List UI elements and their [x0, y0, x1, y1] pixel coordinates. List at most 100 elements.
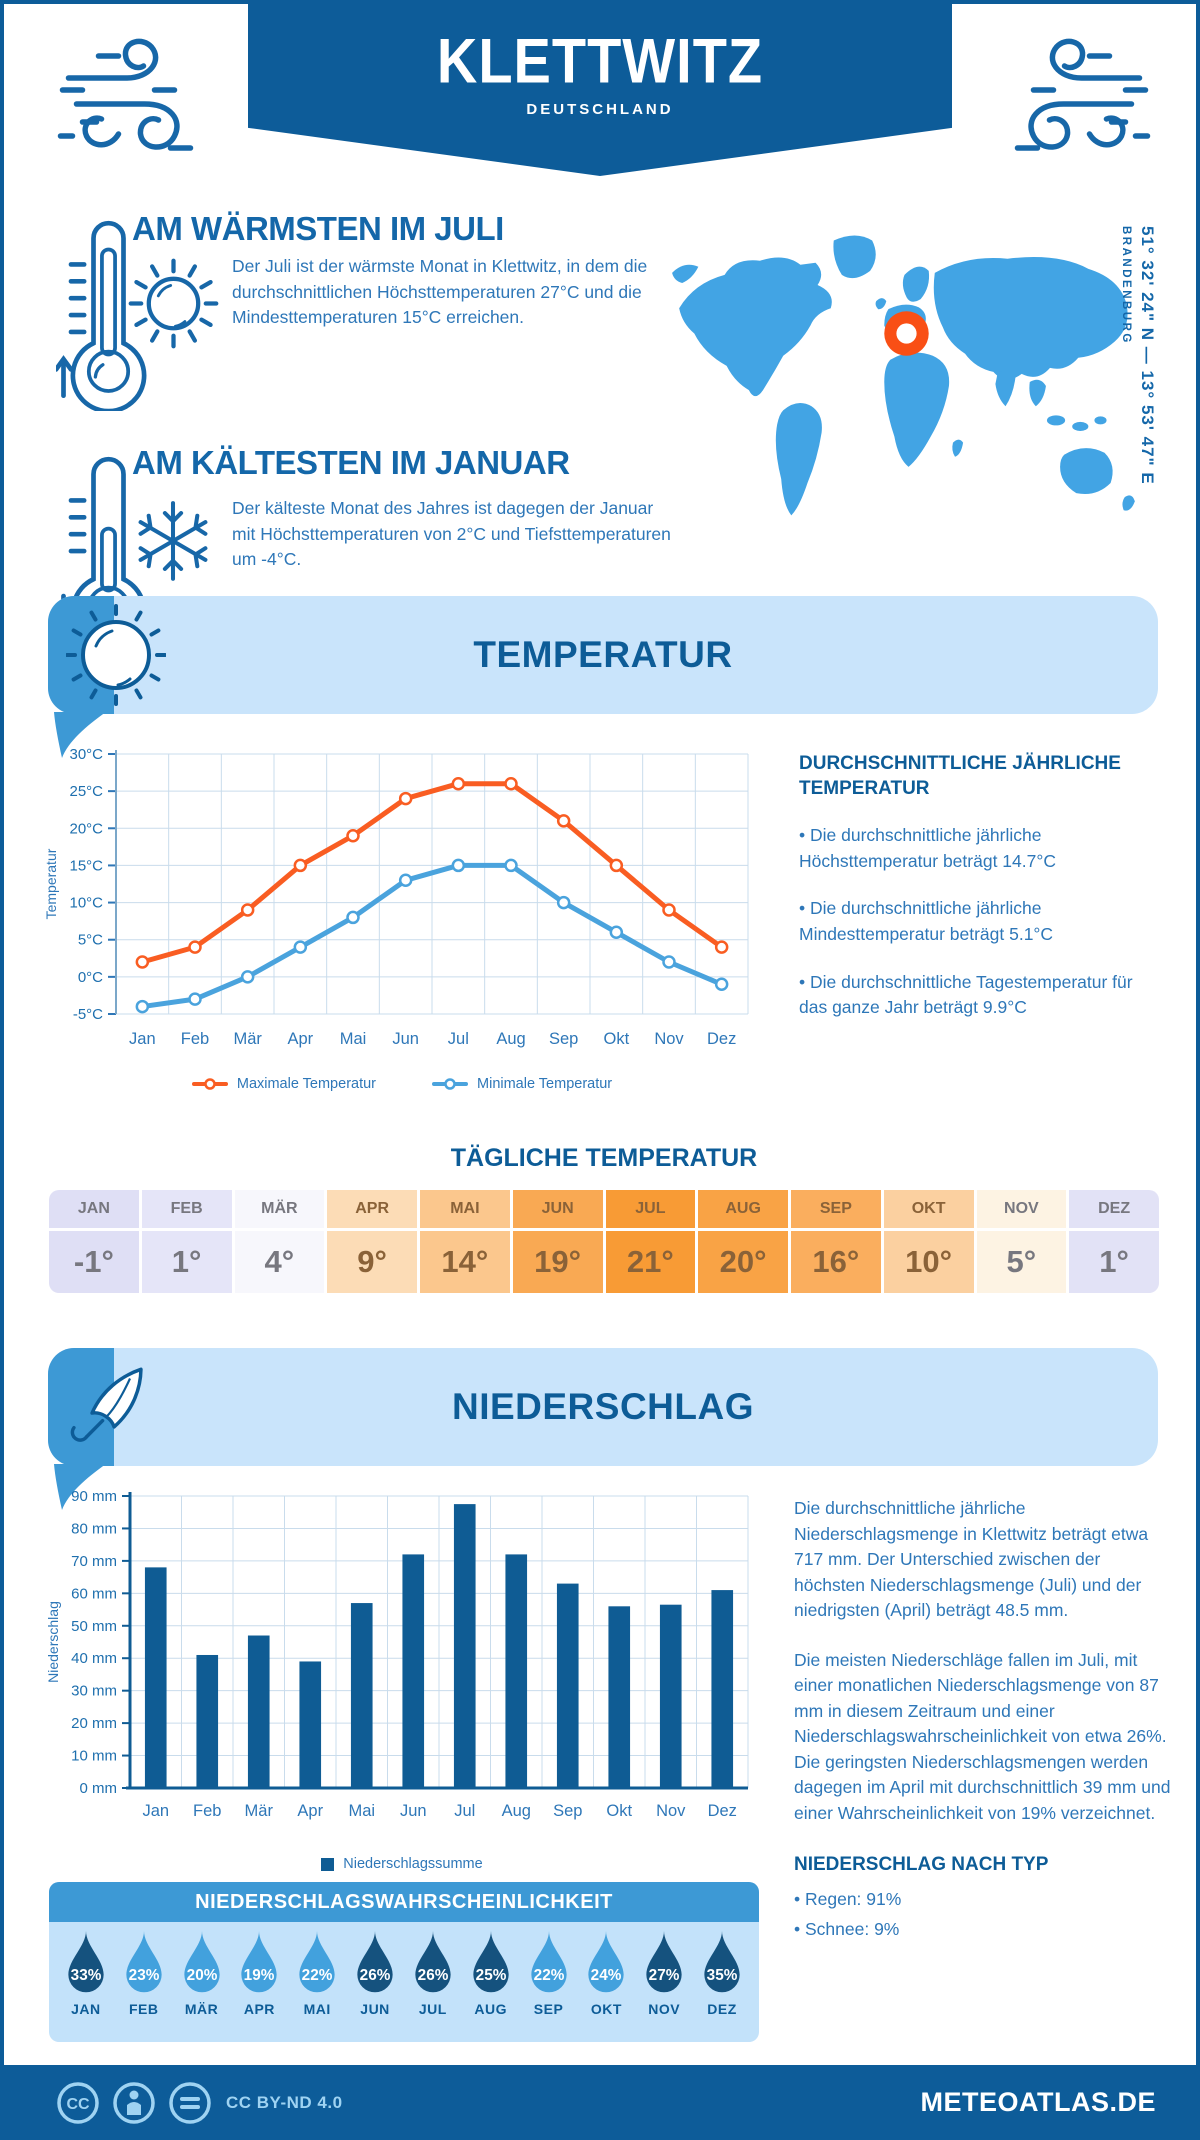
daily-value-cell: 1° [141, 1231, 232, 1293]
footer: CC CC BY-ND 4.0 METEOATLAS.DE [4, 2065, 1196, 2136]
probability-droplet: 22% MAI [289, 1928, 345, 2017]
svg-text:Mär: Mär [245, 1802, 274, 1820]
svg-text:Aug: Aug [502, 1802, 531, 1820]
cc-license-icons: CC [57, 2081, 211, 2124]
precipitation-banner: NIEDERSCHLAG [48, 1348, 1158, 1510]
legend-item: Minimale Temperatur [432, 1076, 612, 1092]
region-label: BRANDENBURG [1119, 226, 1132, 345]
annual-bullet: • Die durchschnittliche jährliche Mindes… [799, 898, 1054, 945]
precipitation-type-bullet: • Regen: 91% [794, 1889, 902, 1910]
daily-value-cell: 9° [327, 1231, 417, 1293]
daily-value-cell: 4° [234, 1231, 325, 1293]
temperature-line-chart: -5°C 0°C 5°C 10°C 15°C 20°C 25°C 30°C Jan Feb Mär A… [43, 746, 749, 1048]
cc-icon: CC [66, 2096, 90, 2113]
svg-text:23%: 23% [128, 1967, 159, 1984]
svg-text:Mai: Mai [340, 1030, 367, 1048]
daily-month-cell: NOV [976, 1190, 1067, 1228]
svg-text:Jun: Jun [392, 1030, 419, 1048]
license-label: CC BY-ND 4.0 [226, 2092, 343, 2112]
svg-text:24%: 24% [591, 1967, 622, 1984]
daily-value-cell: 5° [976, 1231, 1067, 1293]
svg-text:0°C: 0°C [78, 969, 103, 986]
sun-banner-icon [66, 604, 166, 706]
probability-droplet: 35% DEZ [694, 1928, 750, 2017]
daily-temperature-heading: TÄGLICHE TEMPERATUR [450, 1144, 758, 1172]
annual-bullet: • Die durchschnittliche Tagestemperatur … [799, 971, 1133, 1018]
precipitation-type-bullet: • Schnee: 9% [794, 1918, 900, 1939]
svg-text:Sep: Sep [549, 1030, 578, 1048]
daily-month-cell: MAI [420, 1190, 510, 1228]
svg-text:50 mm: 50 mm [71, 1618, 117, 1635]
page-subtitle: DEUTSCHLAND [526, 101, 674, 118]
probability-heading: NIEDERSCHLAGSWAHRSCHEINLICHKEIT [49, 1882, 759, 1922]
svg-text:33%: 33% [71, 1967, 102, 1984]
person-icon [127, 2090, 141, 2115]
svg-text:30°C: 30°C [69, 746, 103, 763]
snowflake-icon [128, 496, 218, 586]
droplet-month-label: MÄR [184, 2001, 219, 2017]
probability-droplet: 24% OKT [578, 1928, 634, 2017]
svg-text:Okt: Okt [603, 1030, 629, 1048]
temperature-banner-title: TEMPERATUR [473, 634, 733, 675]
svg-text:Jan: Jan [129, 1030, 156, 1048]
daily-value-cell: 16° [791, 1231, 881, 1293]
droplet-month-label: JUN [360, 2001, 390, 2017]
bar-chart-legend: Niederschlagssumme [42, 1856, 762, 1872]
temperature-banner: TEMPERATUR [48, 596, 1158, 758]
svg-text:25°C: 25°C [69, 783, 103, 800]
droplet-month-label: JAN [71, 2001, 101, 2017]
droplet-month-label: OKT [590, 2001, 622, 2017]
daily-value-cell: 1° [1069, 1231, 1159, 1293]
svg-text:40 mm: 40 mm [71, 1650, 117, 1667]
coordinates-block: 51° 32' 24" N — 13° 53' 47" E BRANDENBUR… [1116, 226, 1160, 596]
probability-droplet: 26% JUN [347, 1928, 403, 2017]
annual-heading: DURCHSCHNITTLICHE JÄHRLICHE TEMPERATUR [799, 753, 1121, 799]
daily-month-cell: FEB [141, 1190, 232, 1228]
svg-text:Mai: Mai [348, 1802, 375, 1820]
daily-month-cell: APR [327, 1190, 417, 1228]
svg-text:35%: 35% [707, 1967, 738, 1984]
probability-droplet: 25% AUG [463, 1928, 519, 2017]
svg-text:22%: 22% [302, 1967, 333, 1984]
svg-text:26%: 26% [418, 1967, 449, 1984]
daily-value-cell: 14° [420, 1231, 510, 1293]
daily-value-cell: 21° [605, 1231, 696, 1293]
warmest-text: Der Juli ist der wärmste Monat in Klettw… [232, 256, 648, 328]
precipitation-type-heading: NIEDERSCHLAG NACH TYP [794, 1853, 1049, 1875]
daily-month-cell: JUL [605, 1190, 696, 1228]
svg-text:Mär: Mär [233, 1030, 262, 1048]
probability-droplet: 27% NOV [636, 1928, 692, 2017]
droplet-month-label: JUL [418, 2001, 447, 2017]
banner-tail [54, 1464, 106, 1510]
coldest-heading: AM KÄLTESTEN IM JANUAR [132, 444, 570, 481]
svg-text:Feb: Feb [181, 1030, 209, 1048]
annual-bullet: • Die durchschnittliche jährliche Höchst… [799, 825, 1056, 871]
umbrella-icon [70, 1367, 143, 1442]
probability-droplet: 20% MÄR [174, 1928, 230, 2017]
coordinates: 51° 32' 24" N — 13° 53' 47" E [1138, 226, 1158, 485]
site-label: METEOATLAS.DE [920, 2087, 1156, 2117]
precipitation-bar-chart: 0 mm 10 mm 20 mm 30 mm 40 mm 50 mm 60 mm 70 mm 8… [45, 1488, 749, 1820]
probability-droplet: 33% JAN [58, 1928, 114, 2017]
svg-text:Apr: Apr [297, 1802, 323, 1820]
warmest-heading: AM WÄRMSTEN IM JULI [132, 210, 504, 247]
page-title: KLETTWITZ [436, 25, 764, 96]
svg-text:70 mm: 70 mm [71, 1553, 117, 1570]
daily-month-cell: OKT [883, 1190, 974, 1228]
svg-text:90 mm: 90 mm [71, 1488, 117, 1505]
svg-text:-5°C: -5°C [73, 1006, 103, 1023]
daily-temperature-table: JAN FEB MÄR APR MAI JUN JUL AUG SEP OKT NOV DEZ -1° 1… [49, 1190, 1159, 1293]
precipitation-paragraph: Die durchschnittliche jährliche Niedersc… [794, 1498, 1149, 1621]
daily-month-cell: JAN [49, 1190, 139, 1228]
svg-text:26%: 26% [360, 1967, 391, 1984]
precipitation-panel: Die durchschnittliche jährliche Niedersc… [794, 1496, 1174, 1942]
droplet-month-label: AUG [474, 2001, 508, 2017]
svg-text:80 mm: 80 mm [71, 1520, 117, 1537]
daily-value-cell: 20° [698, 1231, 788, 1293]
svg-text:Jul: Jul [454, 1802, 475, 1820]
daily-month-cell: JUN [512, 1190, 603, 1228]
droplet-month-label: NOV [648, 2001, 681, 2017]
probability-droplet: 22% SEP [521, 1928, 577, 2017]
daily-value-cell: 19° [512, 1231, 603, 1293]
